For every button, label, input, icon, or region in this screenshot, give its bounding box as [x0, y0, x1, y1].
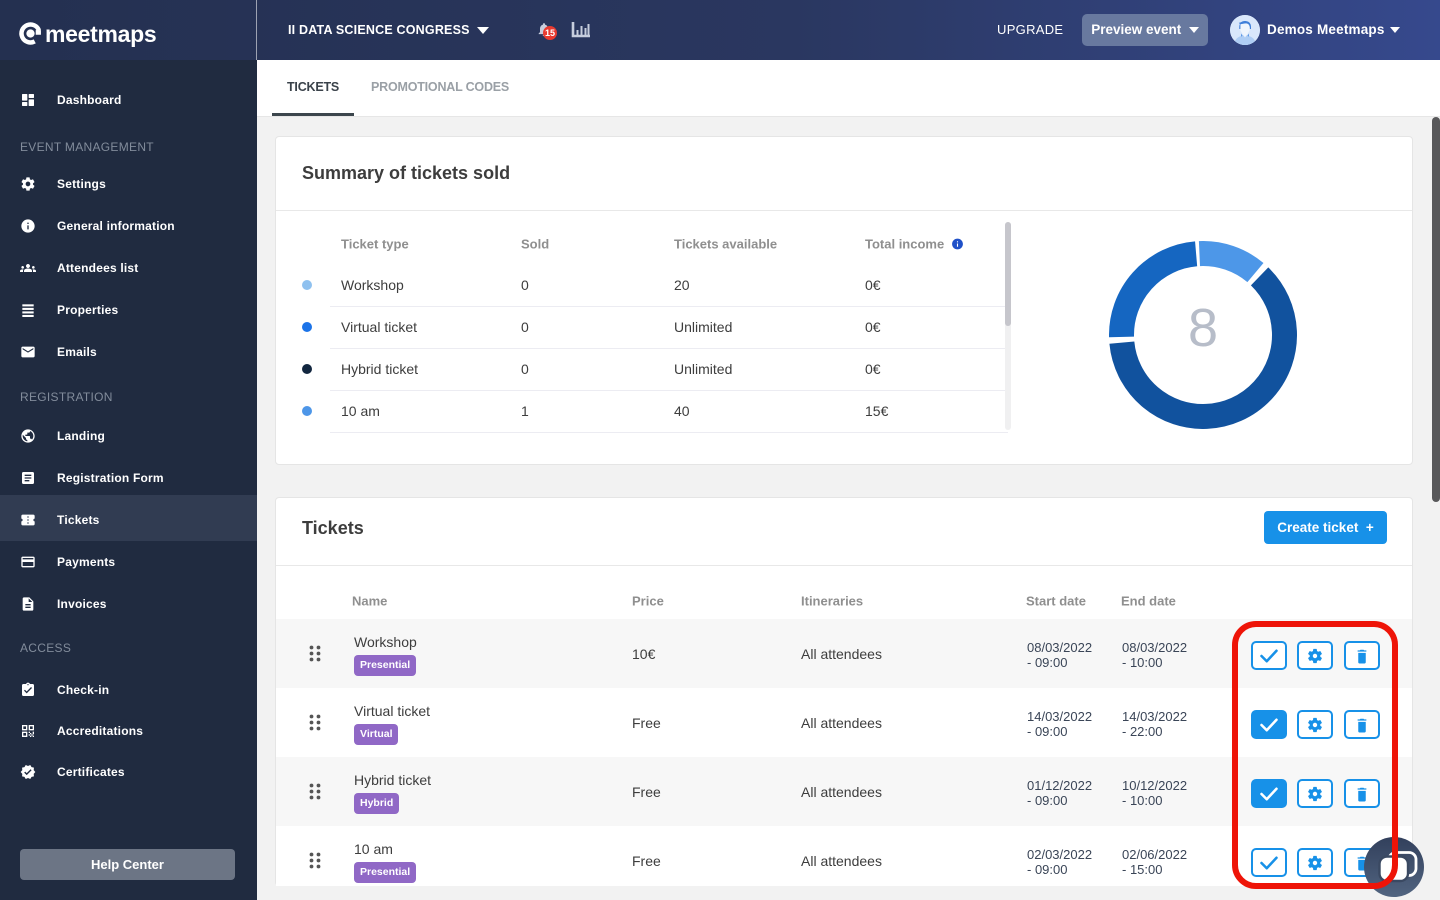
- svg-text:8: 8: [1188, 298, 1218, 358]
